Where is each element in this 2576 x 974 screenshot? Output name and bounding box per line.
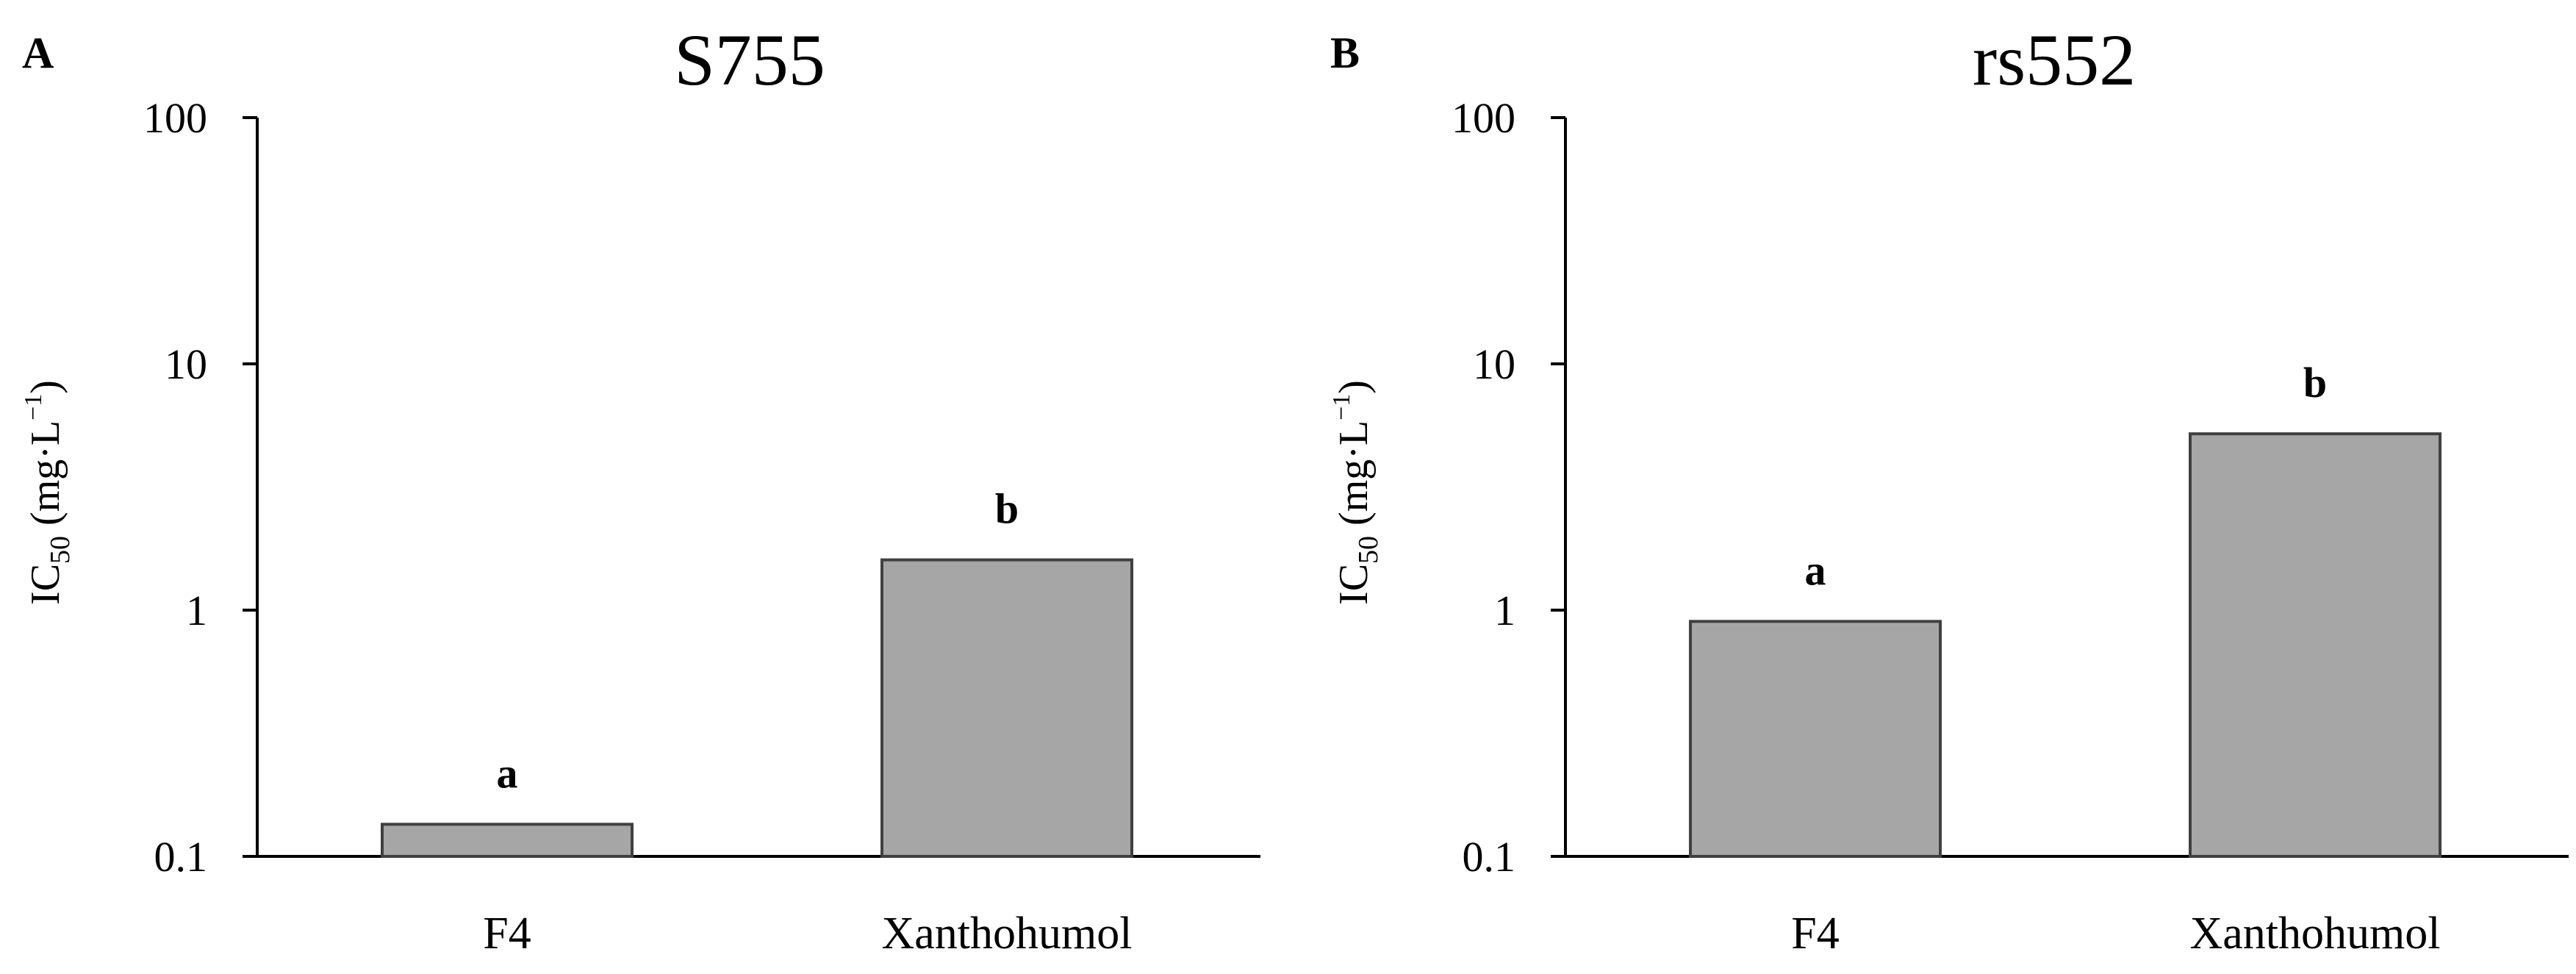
bars-a <box>381 558 1133 858</box>
y-tick-label: 10 <box>165 340 207 388</box>
significance-label-f4: a <box>1805 546 1826 594</box>
bars-b <box>1689 432 2442 858</box>
chart-title-a: S755 <box>674 19 825 101</box>
category-label-xanthohumol: Xanthohumol <box>882 909 1133 959</box>
y-ticks-a: 0.1 1 10 100 <box>143 94 257 881</box>
panel-letter-a: A <box>22 29 54 77</box>
bar-f4 <box>381 823 634 858</box>
y-axis-label-b: IC50 (mg·L−1) <box>1328 380 1384 605</box>
y-tick-label: 1 <box>186 587 207 634</box>
chart-title-b: rs552 <box>1973 19 2136 101</box>
significance-label-xanthohumol: b <box>2303 359 2327 407</box>
panel-a: A S755 IC50 (mg·L−1) 0.1 1 10 100 a b F4… <box>20 19 1260 959</box>
category-label-xanthohumol: Xanthohumol <box>2190 909 2441 959</box>
y-tick-label: 0.1 <box>154 833 208 881</box>
panel-b: B rs552 IC50 (mg·L−1) 0.1 1 10 100 a b F… <box>1328 19 2569 959</box>
category-labels-a: F4 Xanthohumol <box>483 909 1132 959</box>
category-labels-b: F4 Xanthohumol <box>1791 909 2440 959</box>
y-tick-label: 100 <box>143 94 207 142</box>
y-tick-label: 0.1 <box>1463 833 1516 881</box>
bar-xanthohumol <box>2189 432 2442 858</box>
category-label-f4: F4 <box>1791 909 1839 959</box>
y-tick-label: 10 <box>1473 340 1515 388</box>
y-ticks-b: 0.1 1 10 100 <box>1452 94 1565 881</box>
y-tick-label: 1 <box>1494 587 1515 634</box>
significance-label-f4: a <box>497 749 518 797</box>
y-axis-label-a: IC50 (mg·L−1) <box>20 380 76 605</box>
significance-label-xanthohumol: b <box>995 485 1019 533</box>
category-label-f4: F4 <box>483 909 531 959</box>
bar-xanthohumol <box>880 558 1133 858</box>
panel-letter-b: B <box>1330 29 1360 77</box>
bar-f4 <box>1689 620 1942 858</box>
significance-labels-b: a b <box>1805 359 2328 594</box>
significance-labels-a: a b <box>497 485 1019 798</box>
y-tick-label: 100 <box>1452 94 1515 142</box>
